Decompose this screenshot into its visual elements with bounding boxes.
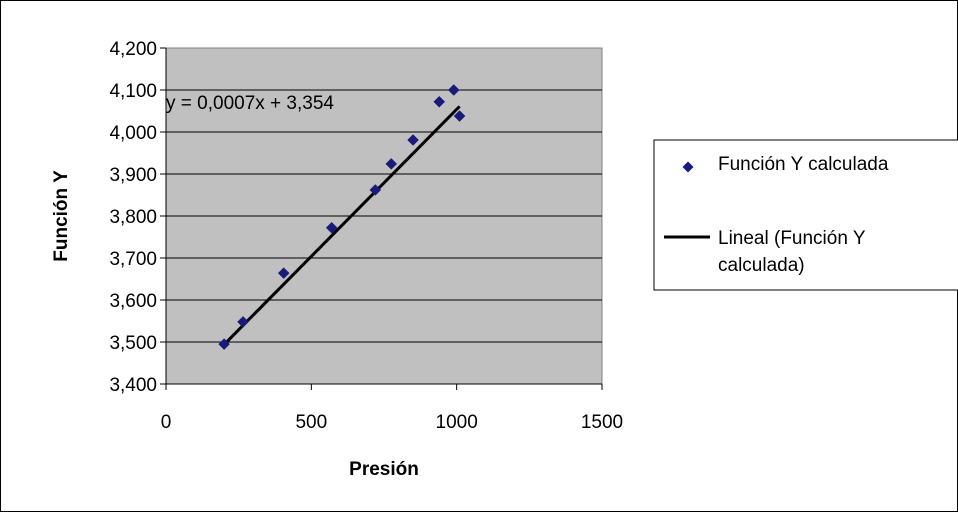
y-tick-label: 4,200 (109, 39, 157, 60)
x-tick-label: 1500 (581, 412, 623, 433)
y-tick-label: 3,500 (109, 333, 157, 354)
data-point (447, 84, 460, 96)
y-axis-ticks: 3,400 3,500 3,600 3,700 3,800 3,900 4,000 4,100… (109, 39, 166, 396)
trendline (223, 105, 461, 346)
y-tick-label: 4,100 (109, 81, 157, 102)
y-tick-label: 3,700 (109, 249, 157, 270)
data-point (237, 315, 249, 328)
data-point (453, 110, 466, 122)
data-point (369, 184, 382, 196)
legend-label-series: Función Y calculada (718, 154, 889, 175)
y-tick-label: 3,800 (109, 207, 157, 228)
legend-marker-diamond (682, 161, 694, 173)
x-axis-title: Presión (349, 459, 419, 480)
y-tick-label: 3,900 (109, 165, 157, 186)
x-tick-label: 0 (161, 412, 172, 433)
y-tick-label: 3,600 (109, 291, 157, 312)
y-tick-label: 3,400 (109, 375, 157, 396)
x-tick-label: 1000 (436, 412, 478, 433)
trendline-group (223, 105, 461, 346)
legend-label-trendline: Lineal (Función Y calculada) (718, 228, 866, 276)
x-tick-label: 500 (295, 412, 327, 433)
legend: Función Y calculada Lineal (Función Y cal… (653, 139, 958, 291)
data-points (218, 84, 466, 350)
legend-box (653, 139, 958, 291)
gridlines (166, 89, 602, 343)
trendline-equation: y = 0,0007x + 3,354 (166, 93, 334, 114)
data-point (385, 158, 398, 170)
y-tick-label: 4,000 (109, 123, 157, 144)
data-point (407, 134, 419, 146)
data-point (325, 221, 338, 234)
legend-label-trendline-line: Lineal (Función Y (718, 228, 866, 249)
data-point (218, 338, 230, 350)
y-axis-title: Función Y (51, 170, 72, 262)
legend-label-trendline-line: calculada) (718, 255, 805, 276)
x-axis-ticks: 0 500 1000 1500 (161, 384, 623, 433)
data-point (433, 95, 446, 108)
data-point (277, 267, 290, 279)
